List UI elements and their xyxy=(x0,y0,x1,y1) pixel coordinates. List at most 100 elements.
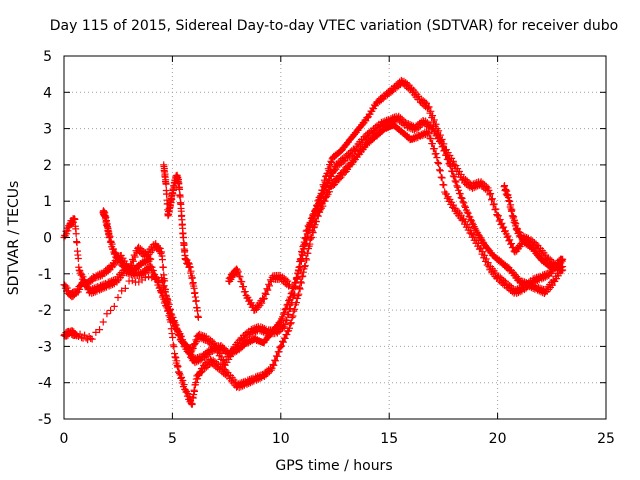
data-point-plus-marker xyxy=(449,201,457,209)
data-point-plus-marker xyxy=(159,276,167,284)
data-point-plus-marker xyxy=(76,330,84,338)
x-tick-label: 25 xyxy=(597,431,615,447)
data-point-plus-marker xyxy=(486,191,494,199)
data-point-plus-marker xyxy=(194,375,202,383)
data-point-plus-marker xyxy=(178,373,186,381)
data-point-plus-marker xyxy=(295,284,303,292)
data-point-plus-marker xyxy=(240,283,248,291)
data-point-plus-marker xyxy=(479,248,487,256)
data-point-plus-marker xyxy=(439,142,447,150)
data-point-plus-marker xyxy=(162,180,170,188)
data-point-plus-marker xyxy=(559,255,567,263)
data-point-plus-marker xyxy=(294,292,302,300)
data-point-plus-marker xyxy=(308,233,316,241)
data-point-plus-marker xyxy=(548,281,556,289)
y-axis-label: SDTVAR / TECUs xyxy=(6,181,22,296)
data-point-plus-marker xyxy=(128,277,136,285)
data-point-plus-marker xyxy=(460,199,468,207)
data-point-plus-marker xyxy=(292,299,300,307)
data-point-plus-marker xyxy=(283,301,291,309)
data-point-plus-marker xyxy=(283,331,291,339)
data-point-plus-marker xyxy=(504,232,512,240)
data-point-plus-marker xyxy=(103,310,111,318)
data-point-plus-marker xyxy=(501,227,509,235)
data-point-plus-marker xyxy=(155,244,163,252)
data-point-plus-marker xyxy=(434,158,442,166)
data-point-plus-marker xyxy=(148,263,156,271)
data-point-plus-marker xyxy=(72,230,80,238)
data-point-plus-marker xyxy=(218,353,226,361)
data-point-plus-marker xyxy=(169,334,177,342)
data-point-plus-marker xyxy=(99,318,107,326)
data-point-plus-marker xyxy=(147,263,155,271)
data-point-plus-marker xyxy=(451,177,459,185)
data-point-plus-marker xyxy=(273,352,281,360)
data-point-plus-marker xyxy=(293,273,301,281)
data-point-plus-marker xyxy=(119,259,127,267)
data-point-plus-marker xyxy=(275,348,283,356)
data-point-plus-marker xyxy=(429,112,437,120)
y-tick-label: 0 xyxy=(43,231,52,247)
x-tick-label: 10 xyxy=(272,431,290,447)
data-point-plus-marker xyxy=(425,130,433,138)
data-point-plus-marker xyxy=(162,291,170,299)
data-point-plus-marker xyxy=(170,343,178,351)
data-point-plus-marker xyxy=(84,336,92,344)
data-point-plus-marker xyxy=(301,262,309,270)
data-point-plus-marker xyxy=(158,278,166,286)
data-point-plus-marker xyxy=(285,282,293,290)
data-point-plus-marker xyxy=(435,160,443,168)
data-point-plus-marker xyxy=(284,277,292,285)
data-point-plus-marker xyxy=(297,278,305,286)
data-point-plus-marker xyxy=(325,188,333,196)
data-point-plus-marker xyxy=(301,241,309,249)
data-point-plus-marker xyxy=(507,240,515,248)
data-point-plus-marker xyxy=(163,295,171,303)
data-point-plus-marker xyxy=(332,179,340,187)
data-point-plus-marker xyxy=(191,387,199,395)
data-point-plus-marker xyxy=(121,284,129,292)
data-point-plus-marker xyxy=(276,319,284,327)
data-point-plus-marker xyxy=(272,357,280,365)
series-spike-near-5h xyxy=(160,161,202,321)
data-point-plus-marker xyxy=(458,194,466,202)
data-point-plus-marker xyxy=(304,249,312,257)
y-tick-label: 1 xyxy=(43,194,52,210)
data-point-plus-marker xyxy=(454,183,462,191)
data-point-plus-marker xyxy=(145,273,153,281)
series-segment-19-23h xyxy=(500,182,560,271)
data-point-plus-marker xyxy=(432,120,440,128)
data-point-plus-marker xyxy=(477,244,485,252)
chart-title: Day 115 of 2015, Sidereal Day-to-day VTE… xyxy=(50,18,618,34)
data-point-plus-marker xyxy=(303,236,311,244)
data-point-plus-marker xyxy=(311,221,319,229)
data-point-plus-marker xyxy=(558,266,566,274)
data-point-plus-marker xyxy=(269,360,277,368)
data-point-plus-marker xyxy=(488,196,496,204)
data-point-plus-marker xyxy=(184,390,192,398)
data-point-plus-marker xyxy=(490,200,498,208)
data-point-plus-marker xyxy=(88,335,96,343)
data-point-plus-marker xyxy=(437,173,445,181)
data-point-plus-marker xyxy=(475,239,483,247)
data-point-plus-marker xyxy=(184,345,192,353)
data-point-plus-marker xyxy=(301,263,309,271)
data-point-plus-marker xyxy=(148,274,156,282)
x-axis-label: GPS time / hours xyxy=(275,458,392,474)
data-point-plus-marker xyxy=(177,332,185,340)
data-point-plus-marker xyxy=(298,250,306,258)
data-point-plus-marker xyxy=(331,167,339,175)
x-tick-label: 0 xyxy=(60,431,69,447)
data-point-plus-marker xyxy=(167,325,175,333)
data-point-plus-marker xyxy=(459,198,467,206)
data-point-plus-marker xyxy=(194,313,202,321)
data-point-plus-marker xyxy=(506,236,514,244)
data-point-plus-marker xyxy=(73,239,81,247)
data-point-plus-marker xyxy=(233,266,241,274)
data-point-plus-marker xyxy=(71,215,79,223)
data-point-plus-marker xyxy=(508,206,516,214)
data-point-plus-marker xyxy=(438,174,446,182)
data-point-plus-marker xyxy=(283,317,291,325)
